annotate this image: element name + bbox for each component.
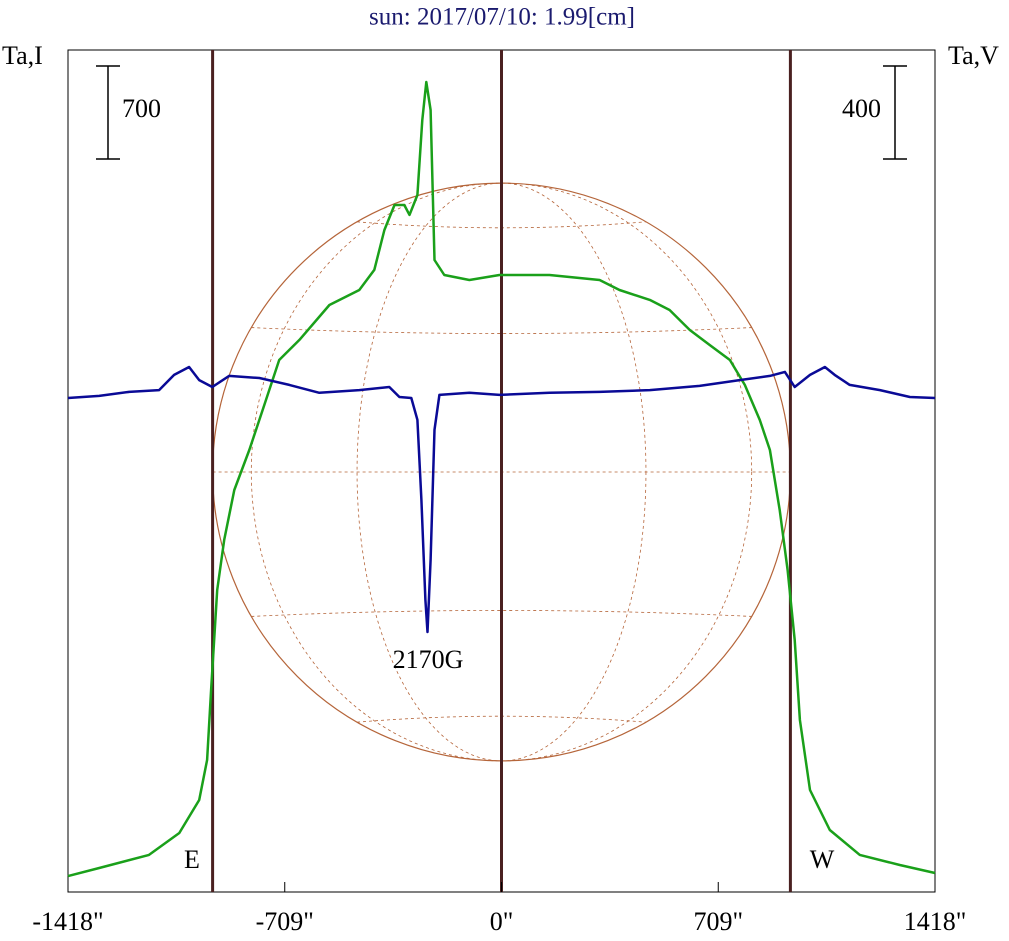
series-line — [67, 80, 936, 878]
annotation: E — [184, 845, 200, 874]
x-tick-label: 1418" — [904, 907, 967, 936]
x-tick-label: -709" — [256, 907, 314, 936]
y-axis-label: Ta,I — [2, 41, 43, 70]
latitude-line — [251, 327, 752, 334]
latitude-line — [251, 610, 752, 617]
chart-title: sun: 2017/07/10: 1.99[cm] — [369, 4, 635, 31]
meridian-line — [250, 182, 753, 762]
x-tick-label: 709" — [693, 907, 743, 936]
x-tick-label: -1418" — [32, 907, 103, 936]
y2-axis-label: Ta,V — [948, 41, 999, 70]
annotation: W — [810, 845, 835, 874]
x-tick-label: 0" — [490, 907, 514, 936]
scale-bar-label: 400 — [842, 94, 881, 123]
annotation: 2170G — [393, 645, 464, 674]
scale-bar-label: 700 — [122, 94, 161, 123]
series-line — [67, 365, 936, 634]
